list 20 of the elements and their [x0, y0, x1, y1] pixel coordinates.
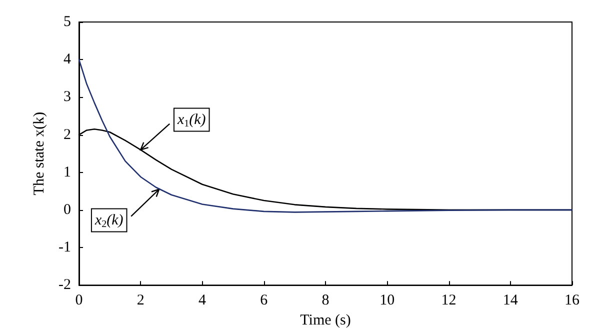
y-tick-label: 0 — [64, 202, 71, 218]
y-tick-label: 5 — [64, 14, 71, 30]
x-tick-label: 6 — [260, 292, 268, 309]
x-tick-label: 14 — [502, 292, 518, 309]
x-tick-label: 16 — [564, 292, 580, 309]
y-tick-label: 2 — [64, 126, 71, 143]
y-tick-label: 4 — [64, 52, 72, 68]
line-series — [78, 58, 573, 213]
x-tick-label: 10 — [380, 292, 395, 309]
x-tick-label: 8 — [322, 292, 330, 309]
x-tick-label: 12 — [441, 292, 456, 309]
x-axis-title: Time (s) — [300, 312, 351, 328]
y-axis-title: The state x(k) — [32, 112, 48, 196]
x-tick-label: 2 — [136, 292, 144, 309]
y-tick-label: -2 — [58, 277, 71, 294]
y-tick-label: 3 — [64, 89, 71, 106]
x-tick-label: 4 — [198, 292, 206, 309]
x-tick-label: 0 — [75, 292, 83, 309]
y-tick-label: -1 — [58, 240, 71, 256]
y-tick-label: 1 — [64, 164, 71, 180]
